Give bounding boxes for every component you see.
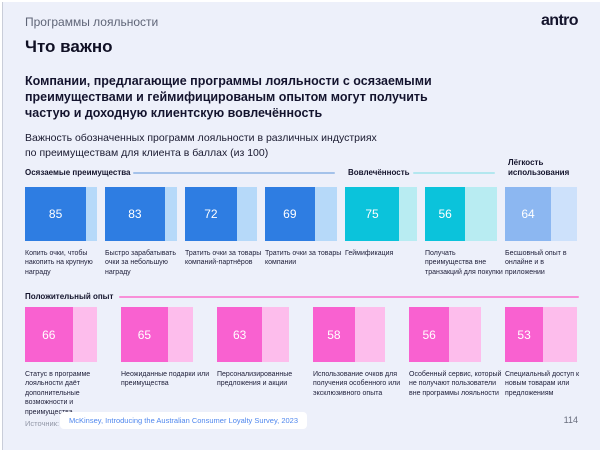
score-card: 85 Копить очки, чтобы накопить на крупную…: [25, 187, 97, 277]
source-link[interactable]: McKinsey, Introducing the Australian Con…: [60, 412, 308, 429]
lead-paragraph: Компании, предлагающие программы лояльно…: [25, 74, 432, 120]
score-bar-fill: 72: [185, 187, 237, 241]
score-card: 56 Особенный сервис, который не получают …: [409, 307, 501, 417]
section-line-engagement: [413, 172, 495, 174]
score-label: Специальный доступ к новым товарам или п…: [505, 371, 580, 397]
source-label: Источник:: [25, 419, 60, 428]
score-card: 66 Статус в программе лояльности даёт доп…: [25, 307, 97, 417]
score-bar-fill: 85: [25, 187, 87, 241]
score-card: 64 Бесшовный опыт в онлайне и в приложени…: [505, 187, 577, 277]
score-value: 66: [42, 327, 56, 342]
score-bar: 69: [265, 187, 337, 241]
score-card: 75 Геймификация: [345, 187, 417, 277]
score-bar: 53: [505, 307, 577, 362]
score-card: 53 Специальный доступ к новым товарам или…: [505, 307, 579, 417]
score-card: 56 Получать преимущества вне транзакций д…: [425, 187, 503, 277]
score-label: Тратить очки за товары компании: [265, 250, 342, 267]
score-label: Получать преимущества вне транзакций для…: [425, 250, 503, 276]
score-value: 65: [137, 327, 152, 342]
score-card: 63 Персонализированные предложения и акци…: [217, 307, 292, 417]
score-value: 83: [128, 207, 142, 221]
section-label-engagement: Вовлечённость: [348, 168, 410, 177]
score-bar: 65: [121, 307, 193, 362]
score-card: 83 Быстро зарабатывать очки за небольшую …: [105, 187, 177, 277]
score-label: Бесшовный опыт в онлайне и в приложении: [505, 250, 567, 276]
score-value: 64: [521, 207, 535, 221]
score-label: Статус в программе лояльности даёт допол…: [25, 371, 91, 416]
score-bar-fill: 69: [265, 187, 315, 241]
score-card: 65 Неожиданные подарки или преимущества: [121, 307, 209, 417]
score-label: Геймификация: [345, 250, 394, 257]
score-bar-fill: 83: [105, 187, 165, 241]
score-label: Быстро зарабатывать очки за небольшую на…: [105, 250, 177, 276]
score-bar-fill: 56: [425, 187, 466, 241]
section-label-positive-experience: Положительный опыт: [25, 292, 114, 301]
score-label: Неожиданные подарки или преимущества: [121, 371, 210, 388]
section-line-tangible-benefits: [133, 172, 335, 174]
score-bar-fill: 56: [409, 307, 450, 362]
score-bar: 56: [409, 307, 481, 362]
score-value: 53: [517, 327, 531, 342]
bottom-cards-row: 66 Статус в программе лояльности даёт доп…: [25, 307, 579, 417]
score-label: Использование очков для получения особен…: [313, 371, 401, 397]
score-bar: 63: [217, 307, 289, 362]
score-label: Тратить очки за товары компаний-партнёро…: [185, 250, 262, 267]
score-bar: 66: [25, 307, 97, 362]
score-value: 85: [48, 207, 63, 221]
page-number: 114: [563, 415, 578, 425]
score-value: 75: [365, 207, 379, 221]
score-card: 72 Тратить очки за товары компаний-партнё…: [185, 187, 261, 277]
score-bar: 58: [313, 307, 385, 362]
score-card: 69 Тратить очки за товары компании: [265, 187, 341, 277]
score-bar-fill: 65: [121, 307, 168, 362]
score-bar-fill: 63: [217, 307, 263, 362]
score-bar-fill: 64: [505, 187, 552, 241]
antro-logo: antro: [540, 12, 579, 29]
chart-subtitle: Важность обозначенных программ лояльност…: [25, 132, 377, 159]
section-label-tangible-benefits: Осязаемые преимущества: [25, 168, 131, 177]
score-bar-fill: 58: [313, 307, 355, 362]
score-label: Особенный сервис, который не получают по…: [409, 371, 502, 397]
score-bar: 85: [25, 187, 97, 241]
score-bar: 56: [425, 187, 497, 241]
section-line-positive-experience: [119, 296, 579, 298]
score-bar-fill: 75: [345, 187, 399, 241]
score-card: 58 Использование очков для получения особ…: [313, 307, 400, 417]
score-value: 69: [283, 207, 297, 221]
score-bar: 83: [105, 187, 177, 241]
score-value: 72: [204, 207, 218, 221]
score-bar: 75: [345, 187, 417, 241]
score-bar-fill: 53: [505, 307, 544, 362]
score-bar-fill: 66: [25, 307, 73, 362]
score-value: 56: [438, 207, 452, 221]
score-value: 56: [422, 327, 436, 342]
score-label: Персонализированные предложения и акции: [217, 371, 293, 388]
score-bar: 64: [505, 187, 577, 241]
score-value: 63: [233, 327, 247, 342]
top-cards-row: 85 Копить очки, чтобы накопить на крупную…: [25, 187, 577, 277]
slide-kicker: Программы лояльности: [25, 15, 159, 29]
score-label: Копить очки, чтобы накопить на крупную н…: [25, 250, 93, 276]
score-value: 58: [327, 327, 341, 342]
score-bar: 72: [185, 187, 257, 241]
section-label-ease-of-use: Лёгкость использования: [508, 158, 570, 177]
page-title: Что важно: [25, 37, 113, 56]
